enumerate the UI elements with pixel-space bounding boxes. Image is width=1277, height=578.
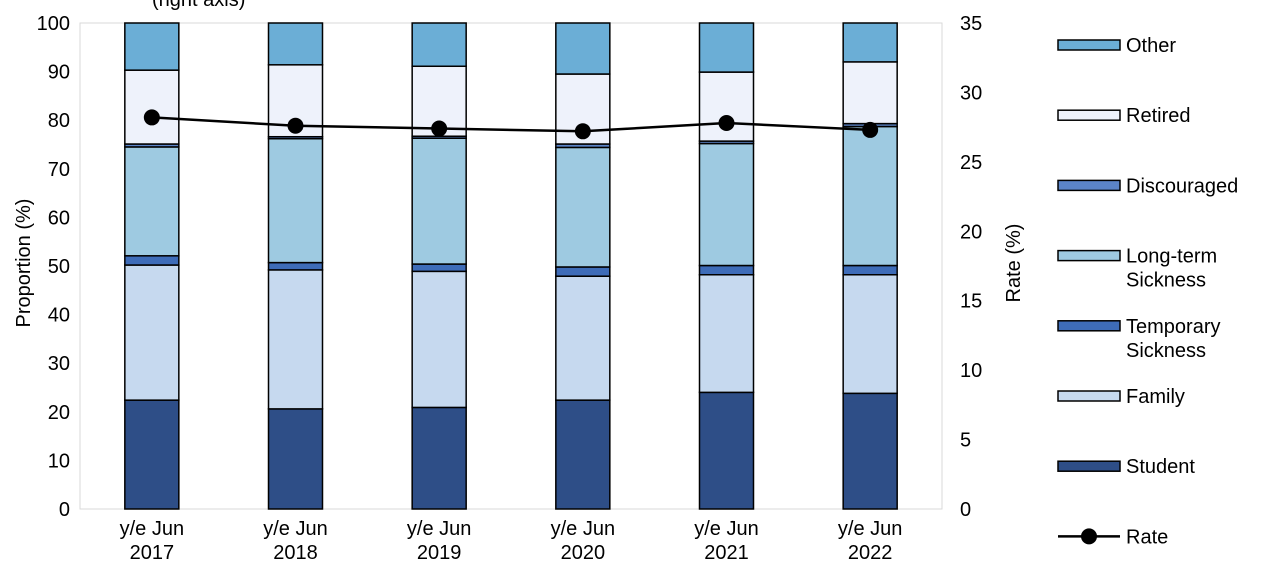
y-tick-label: 0 [59,499,70,521]
rate-marker [287,117,304,134]
y-tick-label: 40 [48,305,70,327]
y2-tick-label: 10 [960,360,982,382]
legend-label-discouraged: Discouraged [1126,175,1238,197]
x-tick-label: 2021 [704,542,749,564]
bar-segment-student [411,406,467,510]
y-tick-label: 20 [48,402,70,424]
y2-tick-label: 20 [960,221,982,243]
bar-segment-long-term-sickness [411,137,467,265]
bar-segment-other [124,22,180,71]
bar-segment-temporary-sickness [555,266,611,277]
bar-segment-temporary-sickness [411,263,467,273]
x-tick-label: 2018 [273,542,318,564]
y-tick-label: 100 [37,13,70,35]
x-tick-label: y/e Jun [120,518,184,540]
x-tick-label: 2022 [848,542,893,564]
rate-marker [718,114,735,131]
bar-segment-temporary-sickness [842,264,898,276]
bar-segment-long-term-sickness [124,146,180,257]
bar-segment-student [267,408,324,510]
legend-swatch-other [1057,39,1121,51]
legend-label-retired: Retired [1126,105,1190,127]
bar-segment-other [698,22,755,73]
y-tick-label: 60 [48,207,70,229]
bar-segment-student [842,392,898,510]
y-tick-label: 90 [48,62,70,84]
y2-tick-label: 0 [960,499,971,521]
plot-frame [79,22,943,510]
legend-swatch-student [1057,460,1121,472]
legend-swatch-discouraged [1057,179,1121,192]
legend-label-student: Student [1126,456,1195,478]
legend-label-temporary-sickness: Temporary Sickness [1126,316,1220,362]
bar-segment-student [698,391,755,510]
bar-segment-other [555,22,611,75]
bar-segment-long-term-sickness [842,125,898,267]
bar-segment-family [555,275,611,401]
bar-segment-family [698,273,755,394]
rate-line [151,116,871,133]
y-tick-label: 10 [48,450,70,472]
x-tick-label: y/e Jun [551,518,615,540]
x-tick-label: y/e Jun [407,518,471,540]
legend-swatch-long-term-sickness [1057,249,1121,262]
bar-segment-retired [124,69,180,145]
x-tick-label: y/e Jun [694,518,758,540]
bar-segment-other [411,22,467,68]
legend-label-rate: Rate [1126,526,1168,548]
bar-segment-long-term-sickness [267,137,324,264]
bar-segment-family [842,273,898,395]
bar-segment-long-term-sickness [698,142,755,267]
legend-marker-rate [1081,528,1097,545]
x-tick-label: y/e Jun [263,518,327,540]
bar-segment-family [267,269,324,410]
x-tick-label: y/e Jun [838,518,902,540]
legend-swatch-temporary-sickness [1057,320,1121,332]
bar-segment-retired [842,61,898,125]
y2-axis-title: Rate (%) [1003,224,1025,303]
bar-segment-other [842,22,898,63]
legend-swatch-family [1057,390,1121,402]
plot-area: 0 10 20 30 40 50 60 70 80 90 100 0 5 10 15 20 25 30 35 y/e … [37,13,983,564]
bar-segment-family [411,270,467,409]
y2-tick-label: 5 [960,430,971,452]
bar-segment-family [124,264,180,401]
y2-tick-label: 25 [960,152,982,174]
rate-marker [574,123,591,140]
legend: Other Retired Discouraged Long-term Sickness… [1057,35,1238,548]
bar-segment-temporary-sickness [698,264,755,276]
y-tick-label: 30 [48,353,70,375]
y-tick-label: 70 [48,159,70,181]
x-tick-label: 2019 [417,542,462,564]
rate-marker [431,120,448,137]
y2-tick-label: 30 [960,82,982,104]
bar-segment-long-term-sickness [555,146,611,268]
y-tick-label: 50 [48,256,70,278]
y2-tick-label: 35 [960,13,982,35]
rate-marker [143,109,160,126]
bar-segment-student [555,399,611,510]
y-axis-title: Proportion (%) [13,199,35,328]
bar-segment-temporary-sickness [267,261,324,271]
bar-segment-student [124,399,180,510]
legend-swatch-retired [1057,109,1121,121]
top-label-fragment: (right axis) [152,0,245,11]
rate-marker [862,121,879,138]
legend-label-other: Other [1126,35,1176,57]
x-tick-label: 2017 [130,542,175,564]
bar-segment-other [267,22,324,66]
bar-segment-temporary-sickness [124,255,180,266]
y-tick-label: 80 [48,110,70,132]
legend-label-long-term-sickness: Long-term Sickness [1126,246,1217,292]
legend-label-family: Family [1126,386,1185,408]
x-tick-label: 2020 [561,542,606,564]
y2-tick-label: 15 [960,291,982,313]
